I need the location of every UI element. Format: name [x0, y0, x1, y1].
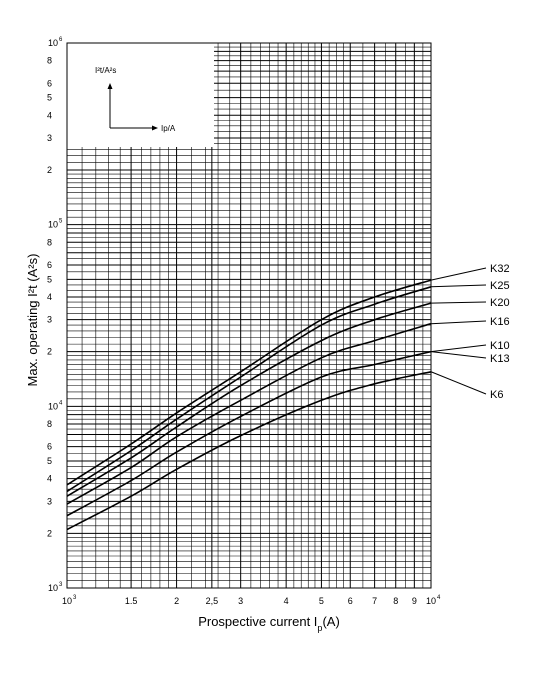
x-tick-label-exponent: 4 — [437, 595, 441, 601]
y-tick-label: 6 — [47, 78, 52, 88]
curve-k16 — [66, 322, 432, 505]
x-tick-label: 8 — [393, 596, 398, 606]
curve-k20 — [66, 302, 432, 497]
x-tick-label: 5 — [319, 596, 324, 606]
x-tick-label: 1.5 — [125, 596, 138, 606]
leader-k10 — [430, 344, 487, 353]
curve-label-k10: K10 — [490, 340, 510, 352]
y-tick-label: 5 — [47, 93, 52, 103]
x-tick-label: 10 — [426, 596, 436, 606]
curve-k6 — [66, 371, 432, 531]
inset-y-arrowhead — [107, 83, 113, 89]
curve-label-k13: K13 — [490, 353, 510, 365]
y-tick-label: 8 — [47, 56, 52, 66]
curve-label-k16: K16 — [490, 316, 510, 328]
inset-axes-legend: I²t/A²s Ip/A — [95, 66, 176, 133]
x-tick-label: 4 — [284, 596, 289, 606]
x-tick-label: 3 — [238, 596, 243, 606]
x-tick-labels: 10 3 1.5 2 2,5 3 4 5 6 7 8 9 10 4 — [62, 595, 441, 606]
y-tick-label: 2 — [47, 347, 52, 357]
inset-x-label: Ip/A — [161, 124, 176, 133]
x-tick-label: 2 — [174, 596, 179, 606]
y-axis-title: Max. operating I²t (A²s) — [25, 254, 40, 387]
y-tick-label: 10 — [48, 220, 58, 230]
curve-label-k25: K25 — [490, 280, 510, 292]
y-tick-label: 4 — [47, 474, 52, 484]
y-tick-label: 4 — [47, 110, 52, 120]
y-tick-label: 2 — [47, 165, 52, 175]
y-tick-label: 2 — [47, 528, 52, 538]
inset-x-arrowhead — [152, 125, 158, 131]
curve-k25 — [66, 286, 432, 493]
series-curves — [66, 279, 432, 531]
leader-k25 — [430, 284, 487, 288]
y-tick-label: 8 — [47, 419, 52, 429]
x-tick-label-exponent: 3 — [73, 595, 77, 601]
curve-label-k32: K32 — [490, 263, 510, 275]
leader-k6 — [430, 371, 487, 395]
leader-k20 — [430, 301, 487, 304]
x-tick-label: 2,5 — [206, 596, 219, 606]
leader-k32 — [430, 267, 487, 281]
y-tick-label: 3 — [47, 315, 52, 325]
y-tick-label: 4 — [47, 292, 52, 302]
y-tick-label: 6 — [47, 442, 52, 452]
curve-k10 — [66, 350, 432, 517]
y-tick-label: 5 — [47, 274, 52, 284]
y-tick-label: 10 — [48, 38, 58, 48]
y-tick-label-exponent: 3 — [59, 582, 63, 588]
y-tick-label: 3 — [47, 133, 52, 143]
y-tick-label: 8 — [47, 237, 52, 247]
y-tick-label-exponent: 5 — [59, 219, 63, 225]
x-tick-label: 9 — [412, 596, 417, 606]
y-tick-label-exponent: 4 — [59, 400, 63, 406]
curve-label-k6: K6 — [490, 389, 503, 401]
x-tick-label: 7 — [372, 596, 377, 606]
inset-y-label: I²t/A²s — [95, 66, 116, 75]
y-tick-label: 3 — [47, 496, 52, 506]
y-tick-label: 5 — [47, 456, 52, 466]
curve-k32 — [66, 279, 432, 486]
x-tick-label: 6 — [348, 596, 353, 606]
y-tick-label-exponent: 6 — [59, 37, 63, 43]
x-tick-label: 10 — [62, 596, 72, 606]
label-leaders — [430, 267, 487, 395]
x-axis-title: Prospective current Ip(A) — [198, 614, 340, 633]
leader-k13 — [430, 351, 487, 359]
leader-k16 — [430, 320, 487, 325]
y-tick-label: 10 — [48, 583, 58, 593]
plot-frame — [66, 42, 432, 589]
inset-legend-box — [67, 43, 214, 147]
y-tick-label: 6 — [47, 260, 52, 270]
y-tick-label: 10 — [48, 401, 58, 411]
curve-label-k20: K20 — [490, 297, 510, 309]
